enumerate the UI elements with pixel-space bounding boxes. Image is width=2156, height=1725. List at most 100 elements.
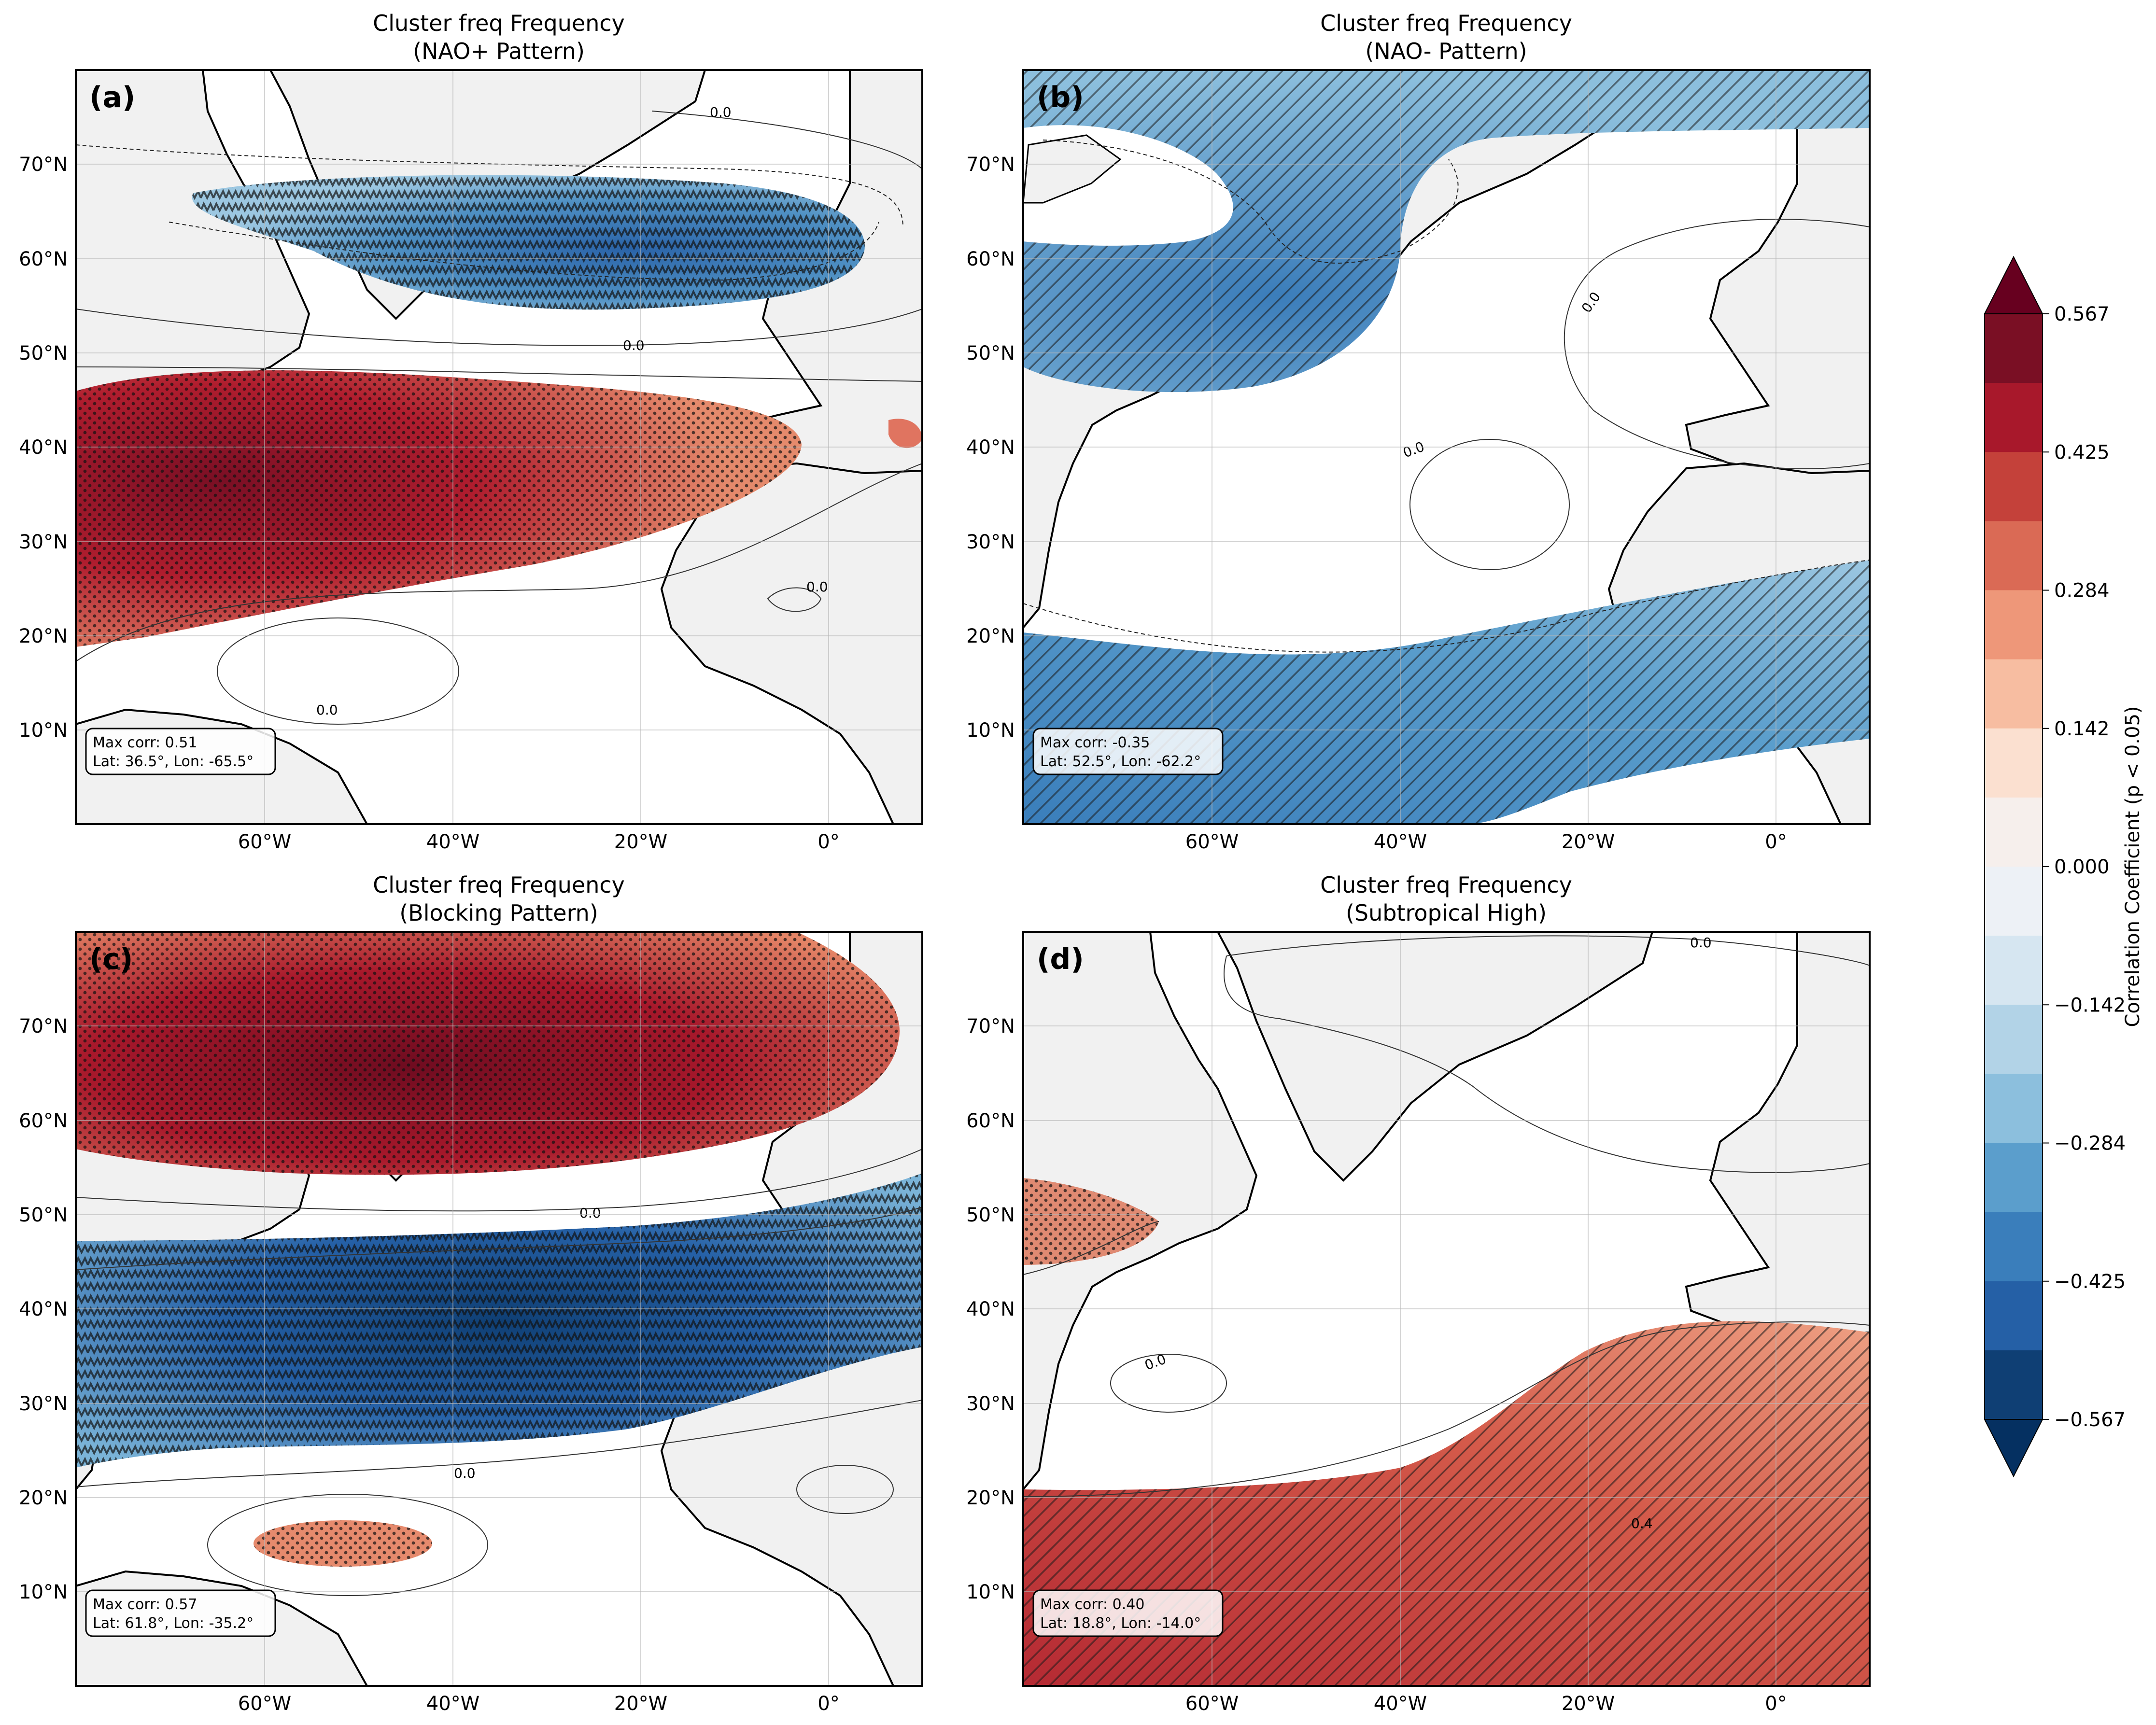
colorbar-tick-label: 0.142 — [2054, 718, 2110, 740]
colorbar-tick-label: 0.567 — [2054, 303, 2110, 325]
max-corr-box: Max corr: 0.51 Lat: 36.5°, Lon: -65.5° — [85, 728, 276, 775]
lat-tick-label: 20°N — [966, 625, 1015, 647]
lat-tick-label: 10°N — [966, 719, 1015, 742]
colorbar-band — [1985, 521, 2043, 590]
max-corr-value: Max corr: 0.51 — [93, 734, 197, 751]
lat-tick-label: 70°N — [966, 1015, 1015, 1038]
lat-tick-label: 40°N — [966, 436, 1015, 459]
colorbar-band — [1985, 452, 2043, 521]
lon-tick-label: 0° — [1765, 1693, 1787, 1715]
panel-title-line1: Cluster freq Frequency — [1320, 10, 1572, 36]
contour-label: 0.0 — [710, 104, 732, 120]
map-panel-blocking: Cluster freq Frequency (Blocking Pattern… — [75, 872, 923, 1687]
panel-tag: (d) — [1037, 942, 1084, 976]
contour-label: 0.4 — [1631, 1515, 1653, 1531]
max-corr-location: Lat: 36.5°, Lon: -65.5° — [93, 753, 254, 770]
lon-tick-label: 60°W — [1185, 1693, 1239, 1715]
lat-tick-label: 20°N — [19, 625, 68, 647]
colorbar-tick-label: 0.284 — [2054, 580, 2110, 602]
lon-tick-label: 60°W — [238, 1693, 291, 1715]
lat-tick-label: 30°N — [19, 1393, 68, 1415]
colorbar-band — [1985, 867, 2043, 936]
colorbar-tick-label: −0.284 — [2054, 1133, 2126, 1155]
lat-tick-label: 10°N — [19, 719, 68, 742]
lon-tick-label: 0° — [817, 831, 839, 853]
lon-tick-label: 20°W — [1562, 1693, 1615, 1715]
lon-tick-label: 40°W — [1374, 831, 1427, 853]
colorbar-arrow-bottom — [1984, 1419, 2043, 1478]
max-corr-location: Lat: 52.5°, Lon: -62.2° — [1040, 753, 1201, 770]
lat-tick-label: 50°N — [966, 1204, 1015, 1226]
lon-tick-label: 20°W — [1562, 831, 1615, 853]
map-panel-nao-negative: Cluster freq Frequency (NAO- Pattern) 0.… — [1022, 10, 1871, 825]
land-africa — [660, 462, 922, 824]
colorbar-band — [1985, 1212, 2043, 1282]
lon-tick-label: 20°W — [614, 1693, 667, 1715]
lat-tick-label: 20°N — [19, 1487, 68, 1509]
panel-tag: (b) — [1037, 81, 1084, 114]
lat-tick-label: 30°N — [966, 1393, 1015, 1415]
lat-tick-label: 50°N — [966, 342, 1015, 365]
colorbar-band — [1985, 659, 2043, 729]
lon-tick-label: 60°W — [1185, 831, 1239, 853]
max-corr-location: Lat: 18.8°, Lon: -14.0° — [1040, 1615, 1201, 1632]
colorbar-band — [1985, 1143, 2043, 1213]
axis-labels-panel-a: 10°N 20°N 30°N 40°N 50°N 60°N 70°N 60°W … — [19, 154, 840, 853]
colorbar-band — [1985, 1074, 2043, 1143]
map-panel-nao-positive: Cluster freq Frequency (NAO+ Pattern) — [75, 10, 923, 825]
colorbar-tick-label: 0.000 — [2054, 856, 2110, 878]
colorbar-band — [1985, 1005, 2043, 1074]
max-corr-value: Max corr: 0.57 — [93, 1596, 197, 1613]
panel-tag: (a) — [89, 81, 135, 114]
lon-tick-label: 0° — [817, 1693, 839, 1715]
max-corr-value: Max corr: -0.35 — [1040, 734, 1150, 751]
panel-title-line2: (Blocking Pattern) — [399, 900, 598, 926]
colorbar-label: Correlation Coefficient (p < 0.05) — [2122, 706, 2144, 1027]
contour-label: 0.0 — [806, 579, 828, 595]
colorbar-band — [1985, 1281, 2043, 1351]
lon-tick-label: 60°W — [238, 831, 291, 853]
colorbar-arrow-top — [1984, 255, 2043, 314]
axis-labels-panel-b: 10°N 20°N 30°N 40°N 50°N 60°N 70°N 60°W … — [966, 154, 1787, 853]
lat-tick-label: 30°N — [19, 531, 68, 553]
land-greenland — [1216, 932, 1654, 1182]
panel-title-line1: Cluster freq Frequency — [373, 10, 625, 36]
axis-labels-panel-c: 10°N 20°N 30°N 40°N 50°N 60°N 70°N 60°W … — [19, 1015, 840, 1715]
panel-title-line1: Cluster freq Frequency — [1320, 872, 1572, 898]
lat-tick-label: 70°N — [966, 154, 1015, 176]
colorbar-band — [1985, 936, 2043, 1005]
lat-tick-label: 40°N — [966, 1298, 1015, 1320]
max-corr-box: Max corr: 0.40 Lat: 18.8°, Lon: -14.0° — [1032, 1589, 1224, 1637]
lat-tick-label: 10°N — [19, 1581, 68, 1603]
max-corr-box: Max corr: -0.35 Lat: 52.5°, Lon: -62.2° — [1032, 728, 1224, 775]
lon-tick-label: 40°W — [426, 831, 479, 853]
lat-tick-label: 30°N — [966, 531, 1015, 553]
panel-title-line2: (Subtropical High) — [1346, 900, 1547, 926]
colorbar-band — [1985, 1350, 2043, 1420]
colorbar: 0.567 0.425 0.284 0.142 0.000 −0.142 −0.284 −0.… — [1984, 255, 2144, 1478]
colorbar-band — [1985, 314, 2043, 383]
colorbar-band — [1985, 590, 2043, 660]
lat-tick-label: 10°N — [966, 1581, 1015, 1603]
colorbar-tick-label: 0.425 — [2054, 441, 2110, 463]
max-corr-box: Max corr: 0.57 Lat: 61.8°, Lon: -35.2° — [85, 1589, 276, 1637]
contour-label: 0.0 — [316, 702, 338, 718]
max-corr-value: Max corr: 0.40 — [1040, 1596, 1144, 1613]
lat-tick-label: 50°N — [19, 342, 68, 365]
panel-tag: (c) — [89, 942, 133, 976]
lon-tick-label: 40°W — [426, 1693, 479, 1715]
colorbar-band — [1985, 797, 2043, 867]
colorbar-band — [1985, 728, 2043, 798]
lat-tick-label: 20°N — [966, 1487, 1015, 1509]
lat-tick-label: 60°N — [19, 248, 68, 270]
lat-tick-label: 40°N — [19, 1298, 68, 1320]
contour-label: 0.0 — [579, 1205, 601, 1221]
colorbar-tick-label: −0.567 — [2054, 1409, 2126, 1431]
lat-tick-label: 40°N — [19, 436, 68, 459]
lon-tick-label: 0° — [1765, 831, 1787, 853]
contour-label: 0.0 — [1690, 935, 1712, 951]
lat-tick-label: 60°N — [966, 248, 1015, 270]
contour-label: 0.0 — [454, 1465, 476, 1481]
lat-tick-label: 60°N — [966, 1110, 1015, 1132]
lon-tick-label: 40°W — [1374, 1693, 1427, 1715]
